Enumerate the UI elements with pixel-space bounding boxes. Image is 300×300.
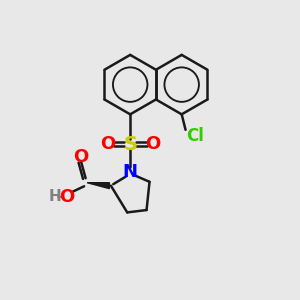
Text: S: S [123, 135, 137, 154]
Text: N: N [123, 163, 138, 181]
Text: H: H [49, 189, 62, 204]
Text: O: O [100, 135, 116, 153]
Text: O: O [74, 148, 89, 166]
Text: O: O [145, 135, 160, 153]
Polygon shape [87, 183, 110, 189]
Text: Cl: Cl [186, 127, 204, 145]
Text: O: O [59, 188, 74, 206]
